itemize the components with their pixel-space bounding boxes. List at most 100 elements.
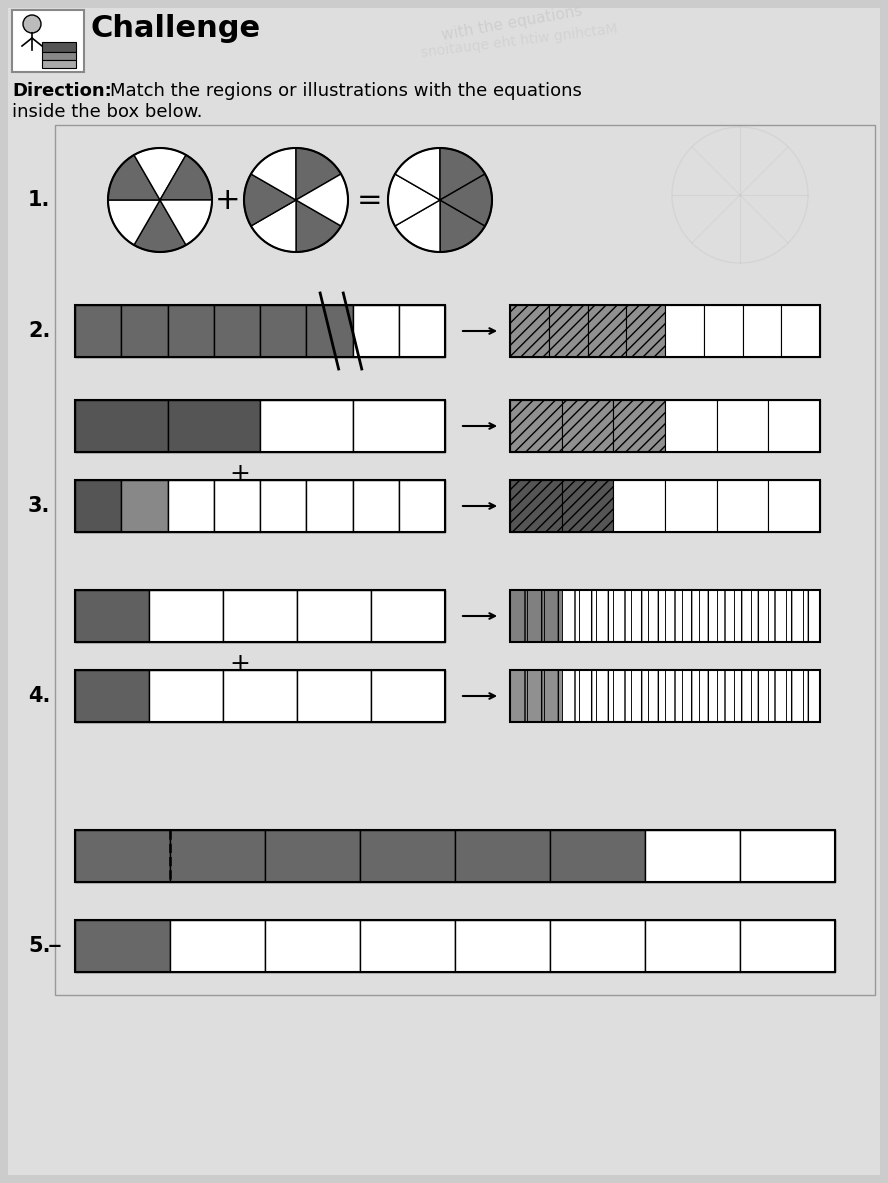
Bar [579, 590, 596, 642]
Text: +: + [215, 186, 241, 214]
Wedge shape [251, 200, 296, 252]
Bar [75, 305, 445, 357]
Wedge shape [134, 200, 186, 252]
Wedge shape [388, 174, 440, 226]
Bar [733, 670, 751, 722]
Bar [614, 590, 630, 642]
Bar [353, 305, 399, 357]
Bar [149, 590, 223, 642]
Bar [371, 590, 445, 642]
Text: inside the box below.: inside the box below. [12, 103, 202, 121]
Bar [733, 590, 751, 642]
Bar [75, 920, 835, 972]
Bar [614, 400, 665, 452]
Bar [740, 830, 835, 883]
Bar [645, 920, 740, 972]
Bar [647, 670, 665, 722]
Wedge shape [395, 148, 440, 200]
Bar [596, 670, 614, 722]
Bar [223, 670, 297, 722]
Bar [786, 590, 803, 642]
Bar [75, 480, 445, 532]
Bar [562, 400, 614, 452]
Text: =: = [357, 186, 383, 214]
Bar [75, 400, 445, 452]
Bar [717, 480, 768, 532]
Bar [665, 670, 682, 722]
Bar [510, 590, 527, 642]
Wedge shape [440, 148, 485, 200]
Bar [742, 305, 781, 357]
Bar [630, 670, 647, 722]
Bar [665, 480, 717, 532]
Circle shape [23, 15, 41, 33]
Bar [550, 920, 645, 972]
Bar [510, 480, 562, 532]
Bar [630, 590, 647, 642]
Bar [781, 305, 820, 357]
Bar [614, 670, 630, 722]
Wedge shape [244, 174, 296, 226]
Wedge shape [395, 200, 440, 252]
Bar [306, 305, 353, 357]
Bar [510, 670, 527, 722]
Text: 2.: 2. [28, 321, 51, 341]
Text: Direction:: Direction: [12, 82, 112, 101]
Bar [42, 52, 76, 60]
Bar [510, 400, 820, 452]
Bar [751, 670, 768, 722]
Bar [740, 920, 835, 972]
Bar [360, 920, 455, 972]
Bar [510, 590, 820, 642]
Text: 5.: 5. [28, 936, 51, 956]
Bar [665, 400, 717, 452]
Bar [614, 480, 665, 532]
Bar [170, 830, 265, 883]
Bar [550, 830, 645, 883]
Bar [12, 9, 84, 72]
Bar [768, 590, 786, 642]
Bar [297, 670, 371, 722]
Bar [455, 830, 550, 883]
Bar [223, 590, 297, 642]
Wedge shape [134, 148, 186, 200]
Bar [168, 400, 260, 452]
Bar [75, 590, 149, 642]
Text: snoitauqe eht htiw gnihctaM: snoitauqe eht htiw gnihctaM [420, 22, 618, 60]
Bar [170, 920, 265, 972]
Bar [75, 670, 445, 722]
Bar [353, 480, 399, 532]
Bar [122, 305, 168, 357]
Wedge shape [160, 200, 212, 245]
Wedge shape [440, 174, 492, 226]
Bar [75, 920, 170, 972]
Bar [510, 670, 820, 722]
Bar [700, 670, 717, 722]
Bar [665, 590, 682, 642]
Bar [360, 830, 455, 883]
Wedge shape [108, 200, 160, 245]
Bar [682, 670, 700, 722]
Bar [297, 590, 371, 642]
Text: 1.: 1. [28, 190, 51, 211]
Text: –: – [48, 932, 62, 959]
Bar [579, 670, 596, 722]
Bar [588, 305, 626, 357]
Text: 3.: 3. [28, 496, 51, 516]
Bar [265, 830, 360, 883]
Bar [399, 305, 445, 357]
Bar [596, 590, 614, 642]
Bar [510, 400, 562, 452]
Bar [260, 400, 353, 452]
Bar [149, 670, 223, 722]
Bar [42, 60, 76, 67]
Bar [626, 305, 665, 357]
Bar [75, 590, 445, 642]
Bar [260, 305, 306, 357]
Bar [544, 590, 562, 642]
Bar [768, 480, 820, 532]
Bar [75, 400, 168, 452]
Bar [751, 590, 768, 642]
Text: with the equations: with the equations [440, 4, 583, 43]
Bar [265, 920, 360, 972]
